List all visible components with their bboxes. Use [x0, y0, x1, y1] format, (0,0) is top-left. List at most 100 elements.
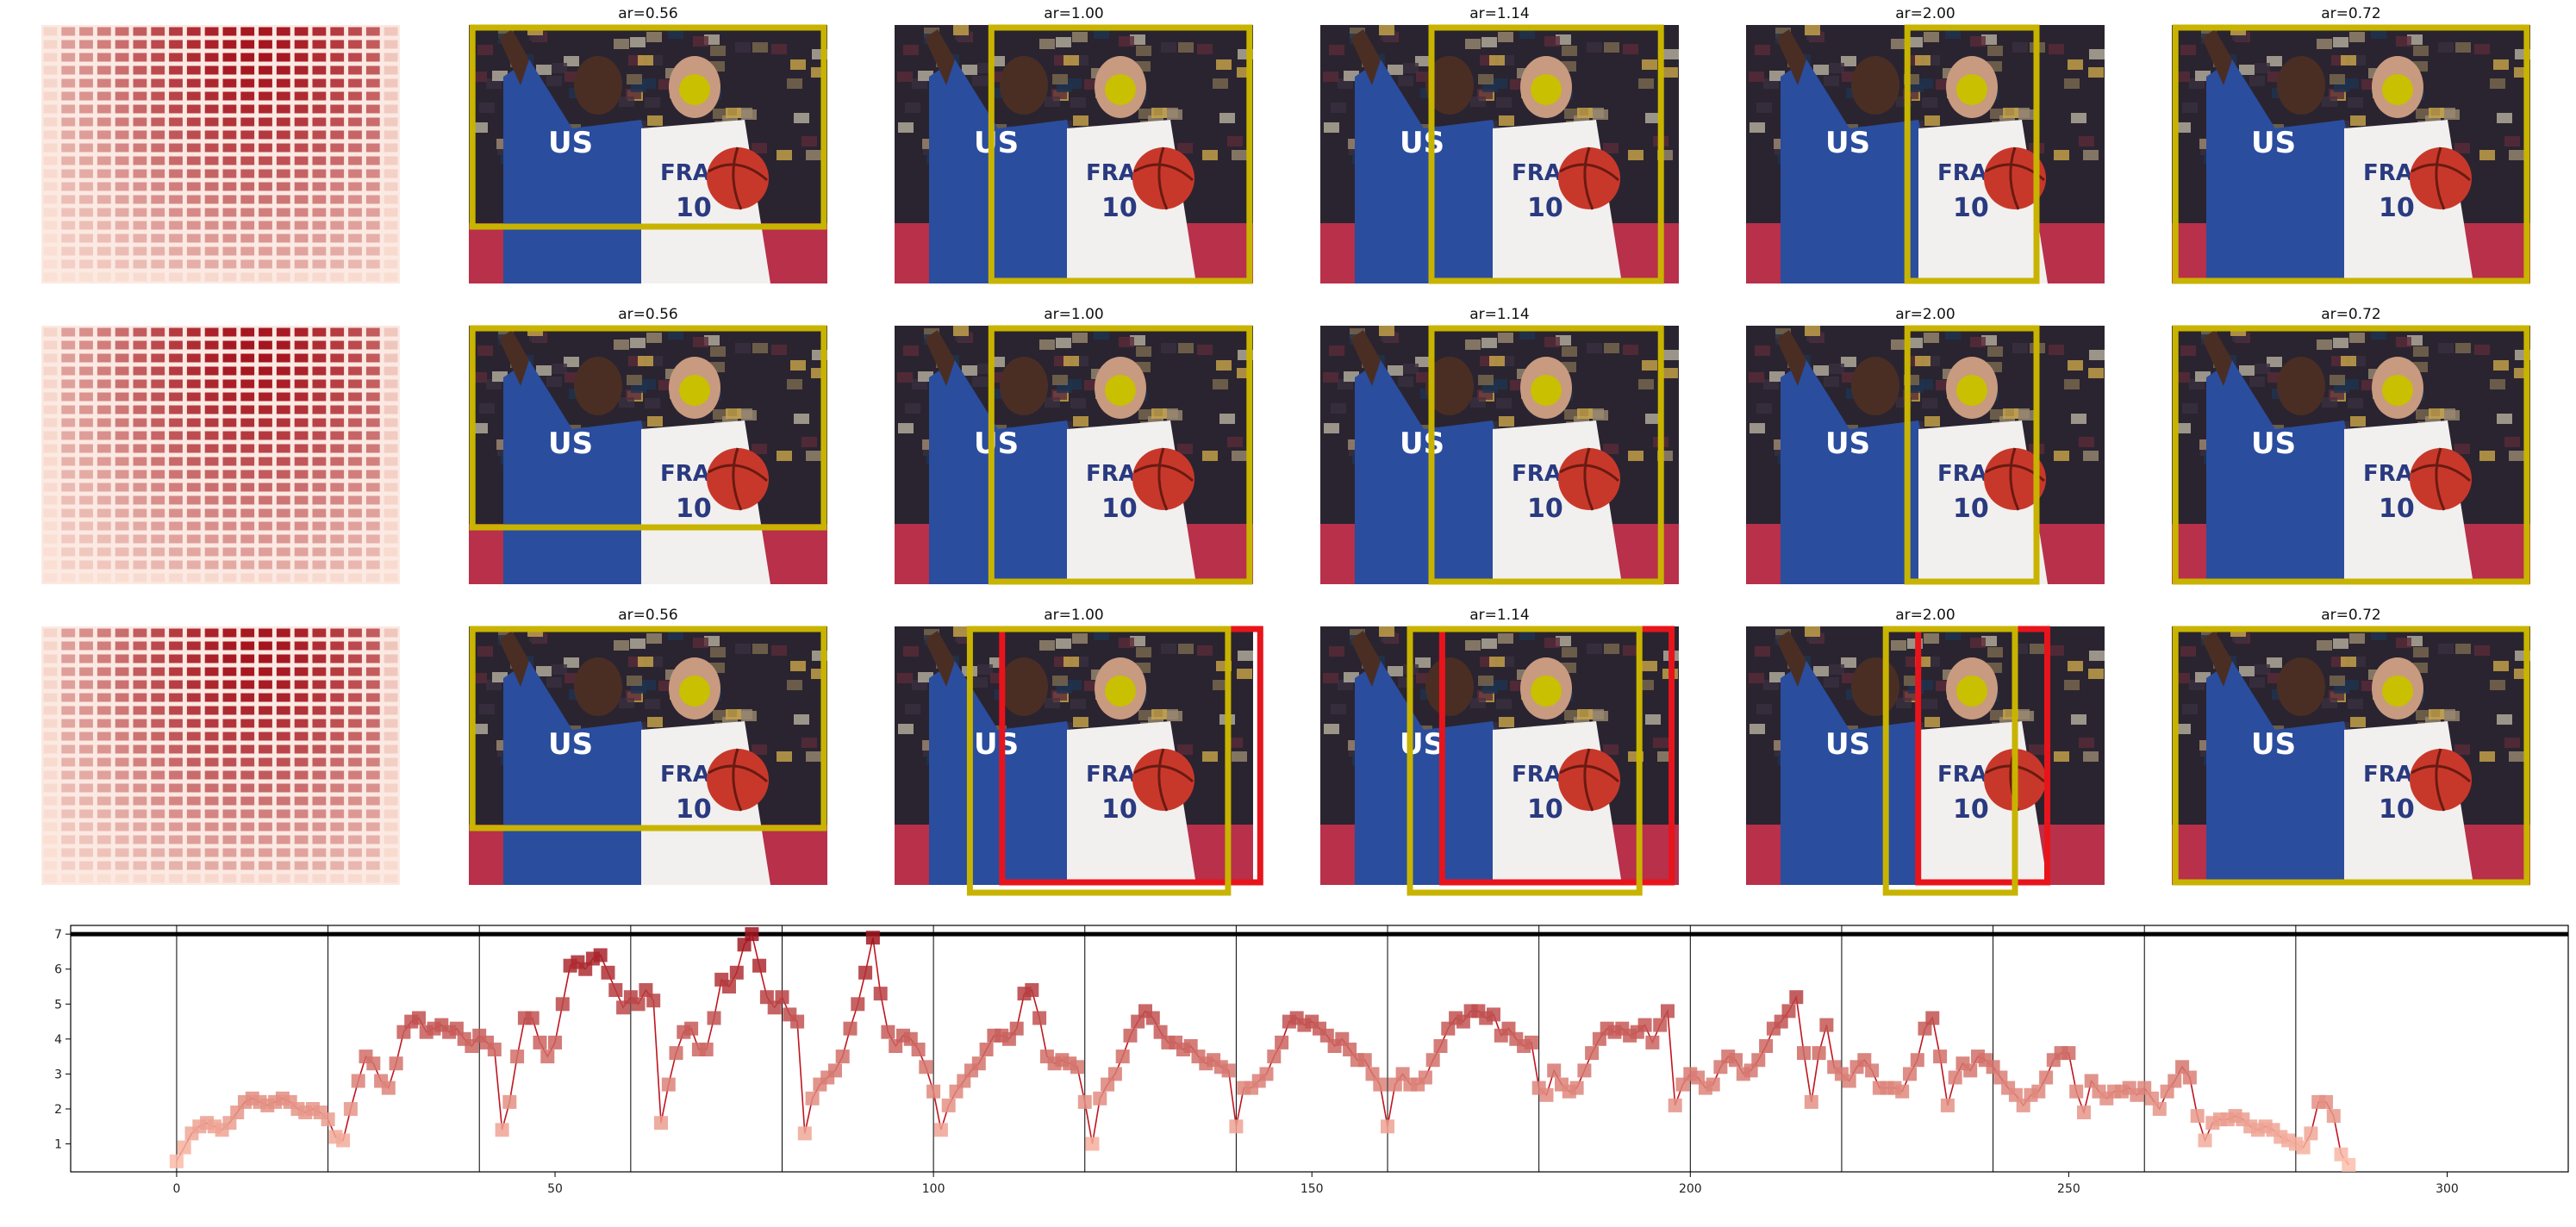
- heatmap-cell: [384, 379, 398, 389]
- data-point: [1661, 1004, 1675, 1018]
- heatmap-cell: [222, 693, 237, 702]
- heatmap-cell: [115, 208, 129, 217]
- heatmap-cell: [348, 693, 362, 702]
- heatmap-cell: [79, 732, 93, 741]
- heatmap-cell: [61, 221, 76, 230]
- heatmap-cell: [365, 392, 380, 402]
- heatmap-cell: [312, 457, 327, 466]
- heatmap-cell: [312, 221, 327, 230]
- heatmap-cell: [384, 78, 398, 88]
- heatmap-cell: [79, 143, 93, 153]
- data-point: [1706, 1077, 1720, 1092]
- heatmap-cell: [330, 809, 345, 819]
- heatmap-cell: [294, 246, 309, 256]
- heatmap-cell: [151, 874, 165, 883]
- heatmap-cell: [312, 654, 327, 663]
- heatmap-cell: [133, 693, 147, 702]
- heatmap-cell: [43, 221, 58, 230]
- heatmap-cell: [259, 874, 272, 883]
- heatmap-cell: [169, 208, 183, 217]
- heatmap-cell: [79, 693, 93, 702]
- data-point: [2304, 1126, 2318, 1141]
- heatmap-cell: [169, 573, 183, 582]
- heatmap-cell: [186, 693, 201, 702]
- heatmap-cell: [79, 195, 93, 204]
- heatmap-cell: [169, 719, 183, 728]
- heatmap-cell: [151, 246, 165, 256]
- heatmap-cell: [276, 65, 290, 75]
- data-point: [2008, 1087, 2023, 1102]
- heatmap-cell: [294, 117, 309, 127]
- heatmap-cell: [186, 861, 201, 870]
- heatmap-cell: [97, 560, 111, 570]
- heatmap-cell: [276, 848, 290, 857]
- heatmap-cell: [97, 848, 111, 857]
- heatmap-cell: [330, 732, 345, 741]
- heatmap-cell: [204, 483, 219, 492]
- heatmap-cell: [79, 379, 93, 389]
- data-point: [707, 1011, 721, 1025]
- heatmap-cell: [97, 457, 111, 466]
- data-point: [2077, 1106, 2091, 1119]
- heatmap-cell: [79, 641, 93, 651]
- heatmap-cell: [79, 272, 93, 282]
- heatmap-cell: [312, 27, 327, 36]
- heatmap-cell: [151, 78, 165, 88]
- heatmap-cell: [384, 431, 398, 440]
- heatmap-cell: [97, 719, 111, 728]
- data-point: [222, 1116, 237, 1130]
- heatmap-cell: [259, 796, 272, 806]
- heatmap-cell: [61, 809, 76, 819]
- heatmap-cell: [384, 796, 398, 806]
- heatmap-cell: [115, 195, 129, 204]
- heatmap-cell: [43, 693, 58, 702]
- heatmap-cell: [294, 353, 309, 363]
- saliency-point: [679, 74, 710, 105]
- heatmap-cell: [133, 104, 147, 114]
- heatmap-cell: [240, 418, 255, 427]
- heatmap-cell: [97, 483, 111, 492]
- data-point: [889, 1039, 903, 1053]
- heatmap-cell: [169, 641, 183, 651]
- heatmap-cell: [348, 732, 362, 741]
- heatmap-cell: [97, 693, 111, 702]
- heatmap-cell: [330, 796, 345, 806]
- svg-text:10: 10: [676, 494, 712, 524]
- heatmap-cell: [330, 861, 345, 870]
- data-point: [797, 1126, 812, 1141]
- y-tick-label: 2: [54, 1103, 62, 1117]
- heatmap-cell: [312, 340, 327, 350]
- y-tick-label: 6: [54, 963, 62, 977]
- heatmap-cell: [169, 130, 183, 140]
- heatmap-cell: [43, 340, 58, 350]
- heatmap-cell: [384, 641, 398, 651]
- data-point: [616, 1000, 631, 1015]
- heatmap-cell: [61, 874, 76, 883]
- heatmap-cell: [384, 495, 398, 505]
- heatmap-cell: [186, 221, 201, 230]
- heatmap-cell: [276, 809, 290, 819]
- heatmap-cell: [133, 706, 147, 715]
- heatmap-cell: [169, 53, 183, 62]
- data-point: [2342, 1157, 2356, 1172]
- heatmap-cell: [169, 508, 183, 518]
- heatmap-cell: [384, 405, 398, 414]
- saliency-point: [679, 375, 710, 406]
- heatmap-cell: [204, 40, 219, 49]
- heatmap-cell: [240, 392, 255, 402]
- heatmap-cell: [61, 156, 76, 165]
- heatmap-cell: [259, 654, 272, 663]
- heatmap-cell: [240, 444, 255, 453]
- heatmap-cell: [312, 327, 327, 337]
- heatmap-cell: [222, 340, 237, 350]
- heatmap-cell: [151, 822, 165, 831]
- heatmap-cell: [294, 143, 309, 153]
- saliency-point: [679, 676, 710, 707]
- heatmap-cell: [312, 848, 327, 857]
- heatmap-cell: [204, 104, 219, 114]
- heatmap-cell: [186, 757, 201, 767]
- data-point: [759, 990, 774, 1005]
- heatmap-cell: [259, 234, 272, 243]
